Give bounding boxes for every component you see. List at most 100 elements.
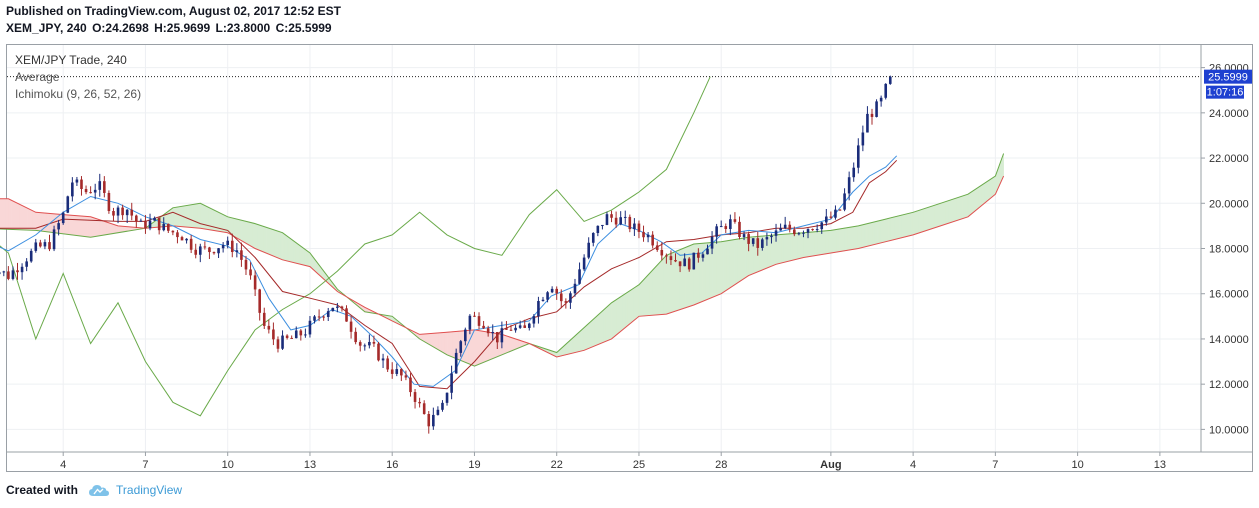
candle-body — [66, 196, 70, 213]
candle-body — [825, 216, 828, 223]
x-tick-label: 13 — [304, 459, 316, 471]
x-tick-label: 4 — [60, 459, 66, 471]
candle-body — [52, 229, 56, 250]
chart-frame[interactable] — [6, 44, 1253, 472]
cloud-segment — [959, 195, 963, 220]
cloud-segment — [287, 236, 292, 263]
candle-body — [537, 301, 540, 317]
candle-body — [450, 373, 453, 393]
cloud-segment — [197, 202, 201, 229]
cloud-segment — [868, 222, 873, 247]
cloud-segment — [855, 225, 859, 250]
cloud-segment — [655, 263, 659, 316]
cloud-segment — [169, 207, 174, 227]
candle-body — [363, 345, 367, 347]
cloud-segment — [479, 330, 483, 365]
cloud-segment — [0, 198, 4, 230]
candle-body — [527, 323, 531, 328]
cloud-segment — [847, 226, 851, 251]
cloud-segment — [866, 222, 870, 247]
cloud-segment — [613, 298, 618, 338]
legend-average: Average — [15, 70, 60, 84]
close-value: C:25.5999 — [275, 21, 332, 35]
candle-body — [532, 316, 536, 324]
cloud-segment — [797, 232, 802, 260]
cloud-segment — [295, 242, 300, 265]
cloud-segment — [95, 218, 100, 237]
candle-body — [336, 306, 339, 308]
cloud-segment — [877, 220, 881, 245]
x-tick-label: 25 — [633, 459, 645, 471]
cloud-segment — [468, 329, 473, 366]
cloud-segment — [844, 227, 848, 252]
cloud-segment — [616, 296, 621, 336]
cloud-segment — [172, 206, 176, 227]
x-tick-label: Aug — [820, 459, 841, 471]
cloud-segment — [106, 221, 111, 235]
candle-body — [244, 259, 248, 270]
candle-body — [596, 225, 600, 234]
candle-body — [637, 223, 641, 232]
cloud-segment — [635, 284, 640, 320]
candle-body — [422, 403, 426, 414]
cloud-segment — [852, 225, 856, 250]
cloud-segment — [101, 220, 105, 236]
cloud-segment — [657, 260, 662, 316]
cloud-segment — [441, 332, 445, 354]
candle-body — [591, 233, 595, 243]
legend-title: XEM/JPY Trade, 240 — [15, 53, 127, 67]
cloud-segment — [907, 212, 911, 237]
axes: 10.0000 12.0000 14.0000 16.0000 18.0000 20.00… — [7, 45, 1252, 471]
cloud-segment — [660, 257, 664, 315]
cloud-segment — [737, 238, 741, 284]
cloud-segment — [238, 219, 242, 242]
cloud-segment — [778, 234, 782, 265]
open-value: O:24.2698 — [92, 21, 149, 35]
candle-body — [793, 229, 796, 235]
candle-body — [11, 270, 15, 279]
cloud-segment — [720, 240, 725, 295]
candle-body — [221, 245, 225, 249]
candle-body — [541, 299, 545, 302]
cloud-segment — [624, 291, 629, 329]
candle-body — [340, 306, 344, 309]
candle-body — [409, 377, 412, 393]
y-tick-label: 24.0000 — [1209, 108, 1249, 120]
candle-body — [459, 341, 463, 353]
cloud-segment — [970, 190, 974, 216]
cloud-segment — [30, 209, 34, 231]
cloud-segment — [438, 332, 442, 353]
candle-body — [39, 242, 42, 247]
cloud-segment — [871, 221, 876, 246]
candle-body — [381, 358, 385, 361]
x-tick-label: 7 — [992, 459, 998, 471]
cloud-segment — [874, 220, 878, 245]
cloud-segment — [430, 332, 434, 348]
cloud-segment — [912, 211, 917, 236]
cloud-segment — [937, 202, 941, 228]
high-value: H:25.9699 — [154, 21, 211, 35]
cloud-segment — [794, 232, 799, 260]
cloud-segment — [304, 248, 308, 267]
tradingview-brand[interactable]: TradingView — [116, 483, 183, 497]
cloud-segment — [630, 287, 634, 324]
x-tick-label: 4 — [910, 459, 916, 471]
cloud-segment — [504, 334, 508, 355]
candle-body — [176, 232, 179, 238]
cloud-segment — [268, 227, 272, 256]
candle-body — [285, 335, 289, 338]
x-tick-label: 10 — [1071, 459, 1083, 471]
candle-body — [747, 234, 750, 244]
candle-body — [395, 369, 399, 374]
candle-body — [628, 216, 632, 230]
cloud-segment — [5, 198, 9, 230]
cloud-segment — [104, 220, 108, 236]
cloud-segment — [734, 238, 738, 286]
cloud-segment — [73, 215, 78, 236]
candle-body — [564, 301, 568, 303]
candle-body — [16, 270, 19, 273]
cloud-segment — [901, 213, 906, 239]
candle-body — [189, 238, 193, 250]
cloud-segment — [663, 254, 667, 315]
